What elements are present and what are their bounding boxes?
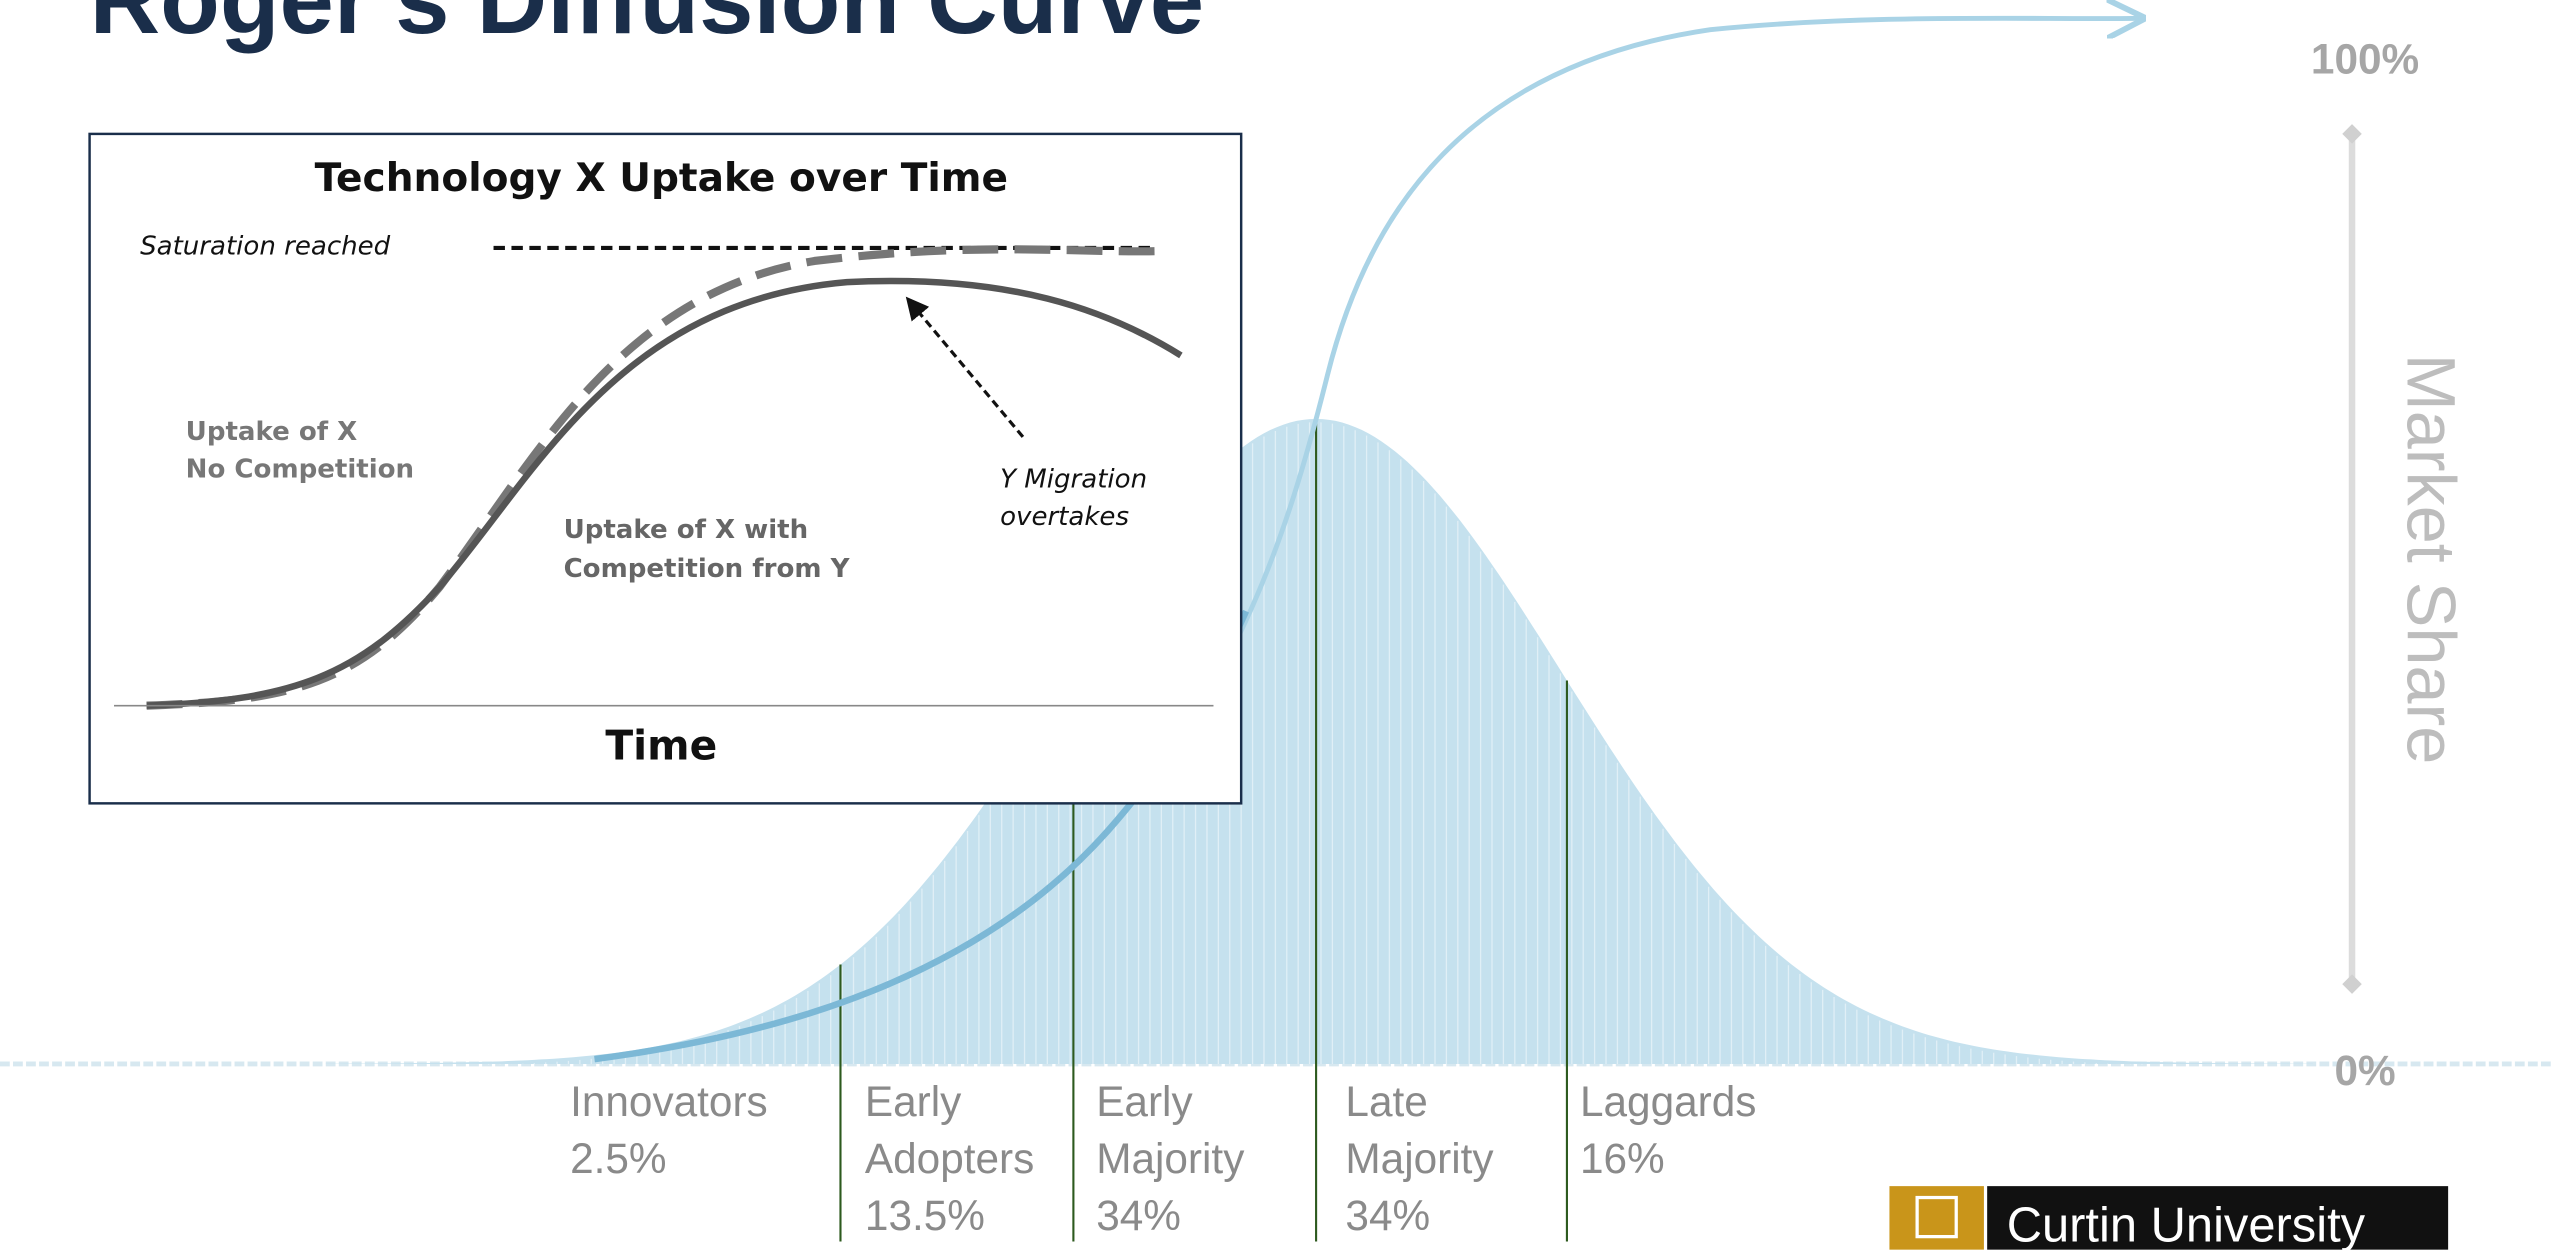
with-competition-label: Uptake of X with: [564, 515, 809, 545]
logo-icon: [1915, 1195, 1958, 1239]
segment-name: Majority: [1096, 1135, 1245, 1182]
segment-name: Late: [1345, 1078, 1427, 1125]
segment-share: 13.5%: [865, 1192, 985, 1239]
inset-title: Technology X Uptake over Time: [315, 156, 1008, 201]
axis-top: 100%: [2311, 36, 2419, 83]
segment-name: Innovators: [570, 1078, 768, 1125]
segment-share: 2.5%: [570, 1135, 666, 1182]
saturation-label: Saturation reached: [140, 231, 391, 261]
segment-share: 34%: [1345, 1192, 1430, 1239]
uptake-with-competition: [146, 277, 1183, 709]
segment-name: Early: [1096, 1078, 1193, 1125]
logo-mark: [1889, 1186, 1984, 1250]
inset-x-label: Time: [605, 721, 717, 769]
axis-bottom: 0%: [2334, 1047, 2395, 1094]
migration-label: overtakes: [1000, 502, 1129, 532]
segment-name: Adopters: [865, 1135, 1034, 1182]
inset-chart: Technology X Uptake over Time Saturation …: [88, 132, 1243, 805]
segment-name: Laggards: [1580, 1078, 1757, 1125]
logo-text: Curtin University: [2007, 1199, 2366, 1250]
logo-bar: [1987, 1186, 2449, 1250]
no-competition-label: Uptake of X: [186, 417, 358, 447]
axis-label: Market Share: [2392, 354, 2468, 765]
segment-name: Early: [865, 1078, 962, 1125]
with-competition-label: Competition from Y: [564, 554, 851, 584]
no-competition-label: No Competition: [186, 455, 414, 485]
migration-label: Y Migration: [1000, 464, 1147, 494]
slide-title: Roger's Diffusion Curve: [90, 0, 1205, 54]
migration-arrow: [905, 296, 1025, 438]
segment-share: 16%: [1580, 1135, 1665, 1182]
segment-name: Majority: [1345, 1135, 1494, 1182]
bell-stripes: [487, 422, 2143, 1065]
bell-curve: [325, 418, 2313, 1064]
segment-share: 34%: [1096, 1192, 1181, 1239]
